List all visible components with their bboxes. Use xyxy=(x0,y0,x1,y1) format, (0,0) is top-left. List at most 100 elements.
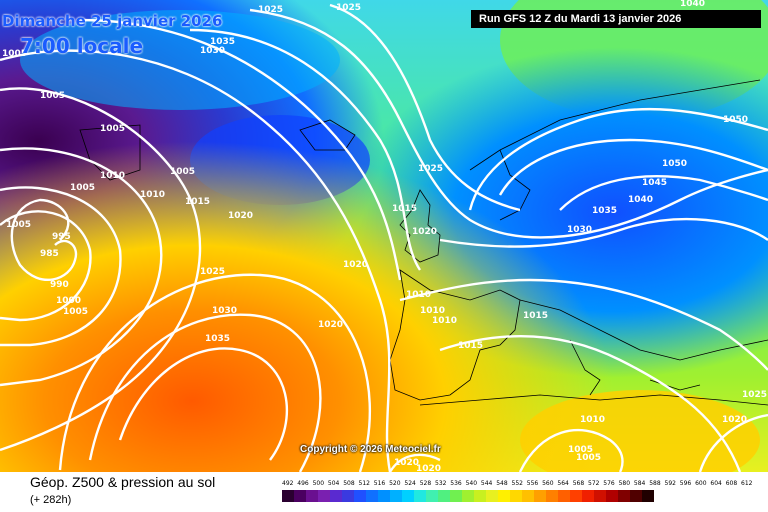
isobar-label: 1005 xyxy=(6,220,31,230)
isobar-label: 1010 xyxy=(140,190,165,200)
scale-label: 572 xyxy=(588,480,600,487)
isobar-label: 1045 xyxy=(642,178,667,188)
isobar-label: 1015 xyxy=(392,204,417,214)
isobar-label: 995 xyxy=(52,232,71,242)
isobar-label: 1005 xyxy=(40,91,65,101)
isobar-label: 1005 xyxy=(2,49,27,59)
isobar-label: 1005 xyxy=(70,183,95,193)
isobar-labels: 1025 102510351030100510051005101010051010… xyxy=(2,0,767,472)
isobar-label: 1020 xyxy=(416,464,441,472)
scale-swatch xyxy=(570,490,582,502)
scale-swatch xyxy=(558,490,570,502)
isobar-label: 1010 xyxy=(432,316,457,326)
forecast-time: 7:00 locale xyxy=(20,34,144,58)
scale-swatch xyxy=(426,490,438,502)
scale-swatch xyxy=(306,490,318,502)
isobar-label: 1025 xyxy=(258,5,283,15)
scale-swatch xyxy=(630,490,642,502)
scale-swatch xyxy=(534,490,546,502)
run-info: Run GFS 12 Z du Mardi 13 janvier 2026 xyxy=(471,10,761,28)
scale-swatch xyxy=(510,490,522,502)
forecast-hour: (+ 282h) xyxy=(30,494,72,506)
scale-swatch xyxy=(642,490,654,502)
scale-label: 568 xyxy=(572,480,585,487)
scale-swatch xyxy=(486,490,498,502)
scale-swatch xyxy=(294,490,306,502)
scale-label: 584 xyxy=(633,480,646,487)
scale-label: 508 xyxy=(343,480,355,487)
isobar-label: 1025 xyxy=(200,267,225,277)
copyright: Copyright © 2026 Meteociel.fr xyxy=(300,444,441,455)
isobar-label: 1035 xyxy=(592,206,617,216)
isobar-label: 1010 xyxy=(406,290,431,300)
scale-swatch xyxy=(498,490,510,502)
isobar-label: 1020 xyxy=(412,227,437,237)
scale-swatch xyxy=(546,490,558,502)
scale-label: 520 xyxy=(389,480,401,487)
isobar-lines xyxy=(0,3,768,472)
scale-label: 604 xyxy=(710,480,722,487)
scale-label: 580 xyxy=(618,480,631,487)
isobar-label: 1020 xyxy=(318,320,343,330)
isobar-label: 1030 xyxy=(567,225,592,235)
scale-label: 500 xyxy=(312,480,325,487)
isobar-label: 1010 xyxy=(420,306,445,316)
scale-swatch xyxy=(330,490,342,502)
scale-swatch xyxy=(378,490,390,502)
scale-swatch xyxy=(594,490,606,502)
scale-swatch xyxy=(438,490,450,502)
scale-label: 596 xyxy=(679,480,692,487)
scale-label: 496 xyxy=(297,480,309,487)
scale-swatch xyxy=(414,490,426,502)
isobar-label: 1025 xyxy=(742,390,767,400)
isobar-label: 1035 xyxy=(205,334,230,344)
scale-label: 592 xyxy=(664,480,676,487)
scale-label: 528 xyxy=(419,480,432,487)
scale-swatch xyxy=(354,490,366,502)
isobar-label: 1040 xyxy=(628,195,653,205)
scale-label: 556 xyxy=(526,480,539,487)
isobar-label: 1020 xyxy=(343,260,368,270)
scale-label: 532 xyxy=(435,480,447,487)
scale-label: 516 xyxy=(373,480,386,487)
isobar-label: 1030 xyxy=(200,46,225,56)
scale-swatch xyxy=(606,490,618,502)
isobar-label: 1020 xyxy=(394,458,419,468)
isobar-label: 990 xyxy=(50,280,69,290)
scale-label: 552 xyxy=(511,480,523,487)
isobar-label: 1050 xyxy=(723,115,748,125)
isobar-label: 1050 xyxy=(662,159,687,169)
isobar-label: 1015 xyxy=(523,311,548,321)
isobar-label: 1025 xyxy=(418,164,443,174)
scale-label: 536 xyxy=(450,480,462,487)
isobar-label: 1005 xyxy=(100,124,125,134)
scale-label: 512 xyxy=(358,480,370,487)
scale-label: 564 xyxy=(557,480,569,487)
scale-swatch xyxy=(282,490,294,502)
isobar-label: 1030 xyxy=(212,306,237,316)
isobar-label: 1025 xyxy=(336,3,361,13)
scale-swatch xyxy=(390,490,402,502)
scale-swatch xyxy=(402,490,414,502)
scale-label: 560 xyxy=(542,480,554,487)
scale-label: 548 xyxy=(496,480,508,487)
isobar-label: 1005 xyxy=(170,167,195,177)
scale-label: 524 xyxy=(404,480,416,487)
forecast-date: Dimanche 25 janvier 2026 xyxy=(2,12,223,30)
isobar-label: 1040 xyxy=(680,0,705,9)
scale-swatch xyxy=(366,490,378,502)
legend-footer: Géop. Z500 & pression au sol (+ 282h) 49… xyxy=(0,472,768,512)
scale-swatch xyxy=(582,490,594,502)
isobar-label: 1015 xyxy=(458,341,483,351)
isobar-label: 1020 xyxy=(722,415,747,425)
pressure-map: 1025 102510351030100510051005101010051010… xyxy=(0,0,768,472)
scale-swatch xyxy=(522,490,534,502)
isobar-label: 1010 xyxy=(580,415,605,425)
scale-swatch xyxy=(318,490,330,502)
scale-swatch xyxy=(474,490,486,502)
map-title: Géop. Z500 & pression au sol xyxy=(30,474,216,490)
isobar-label: 1020 xyxy=(228,211,253,221)
isobar-label: 985 xyxy=(40,249,59,259)
scale-swatch xyxy=(618,490,630,502)
